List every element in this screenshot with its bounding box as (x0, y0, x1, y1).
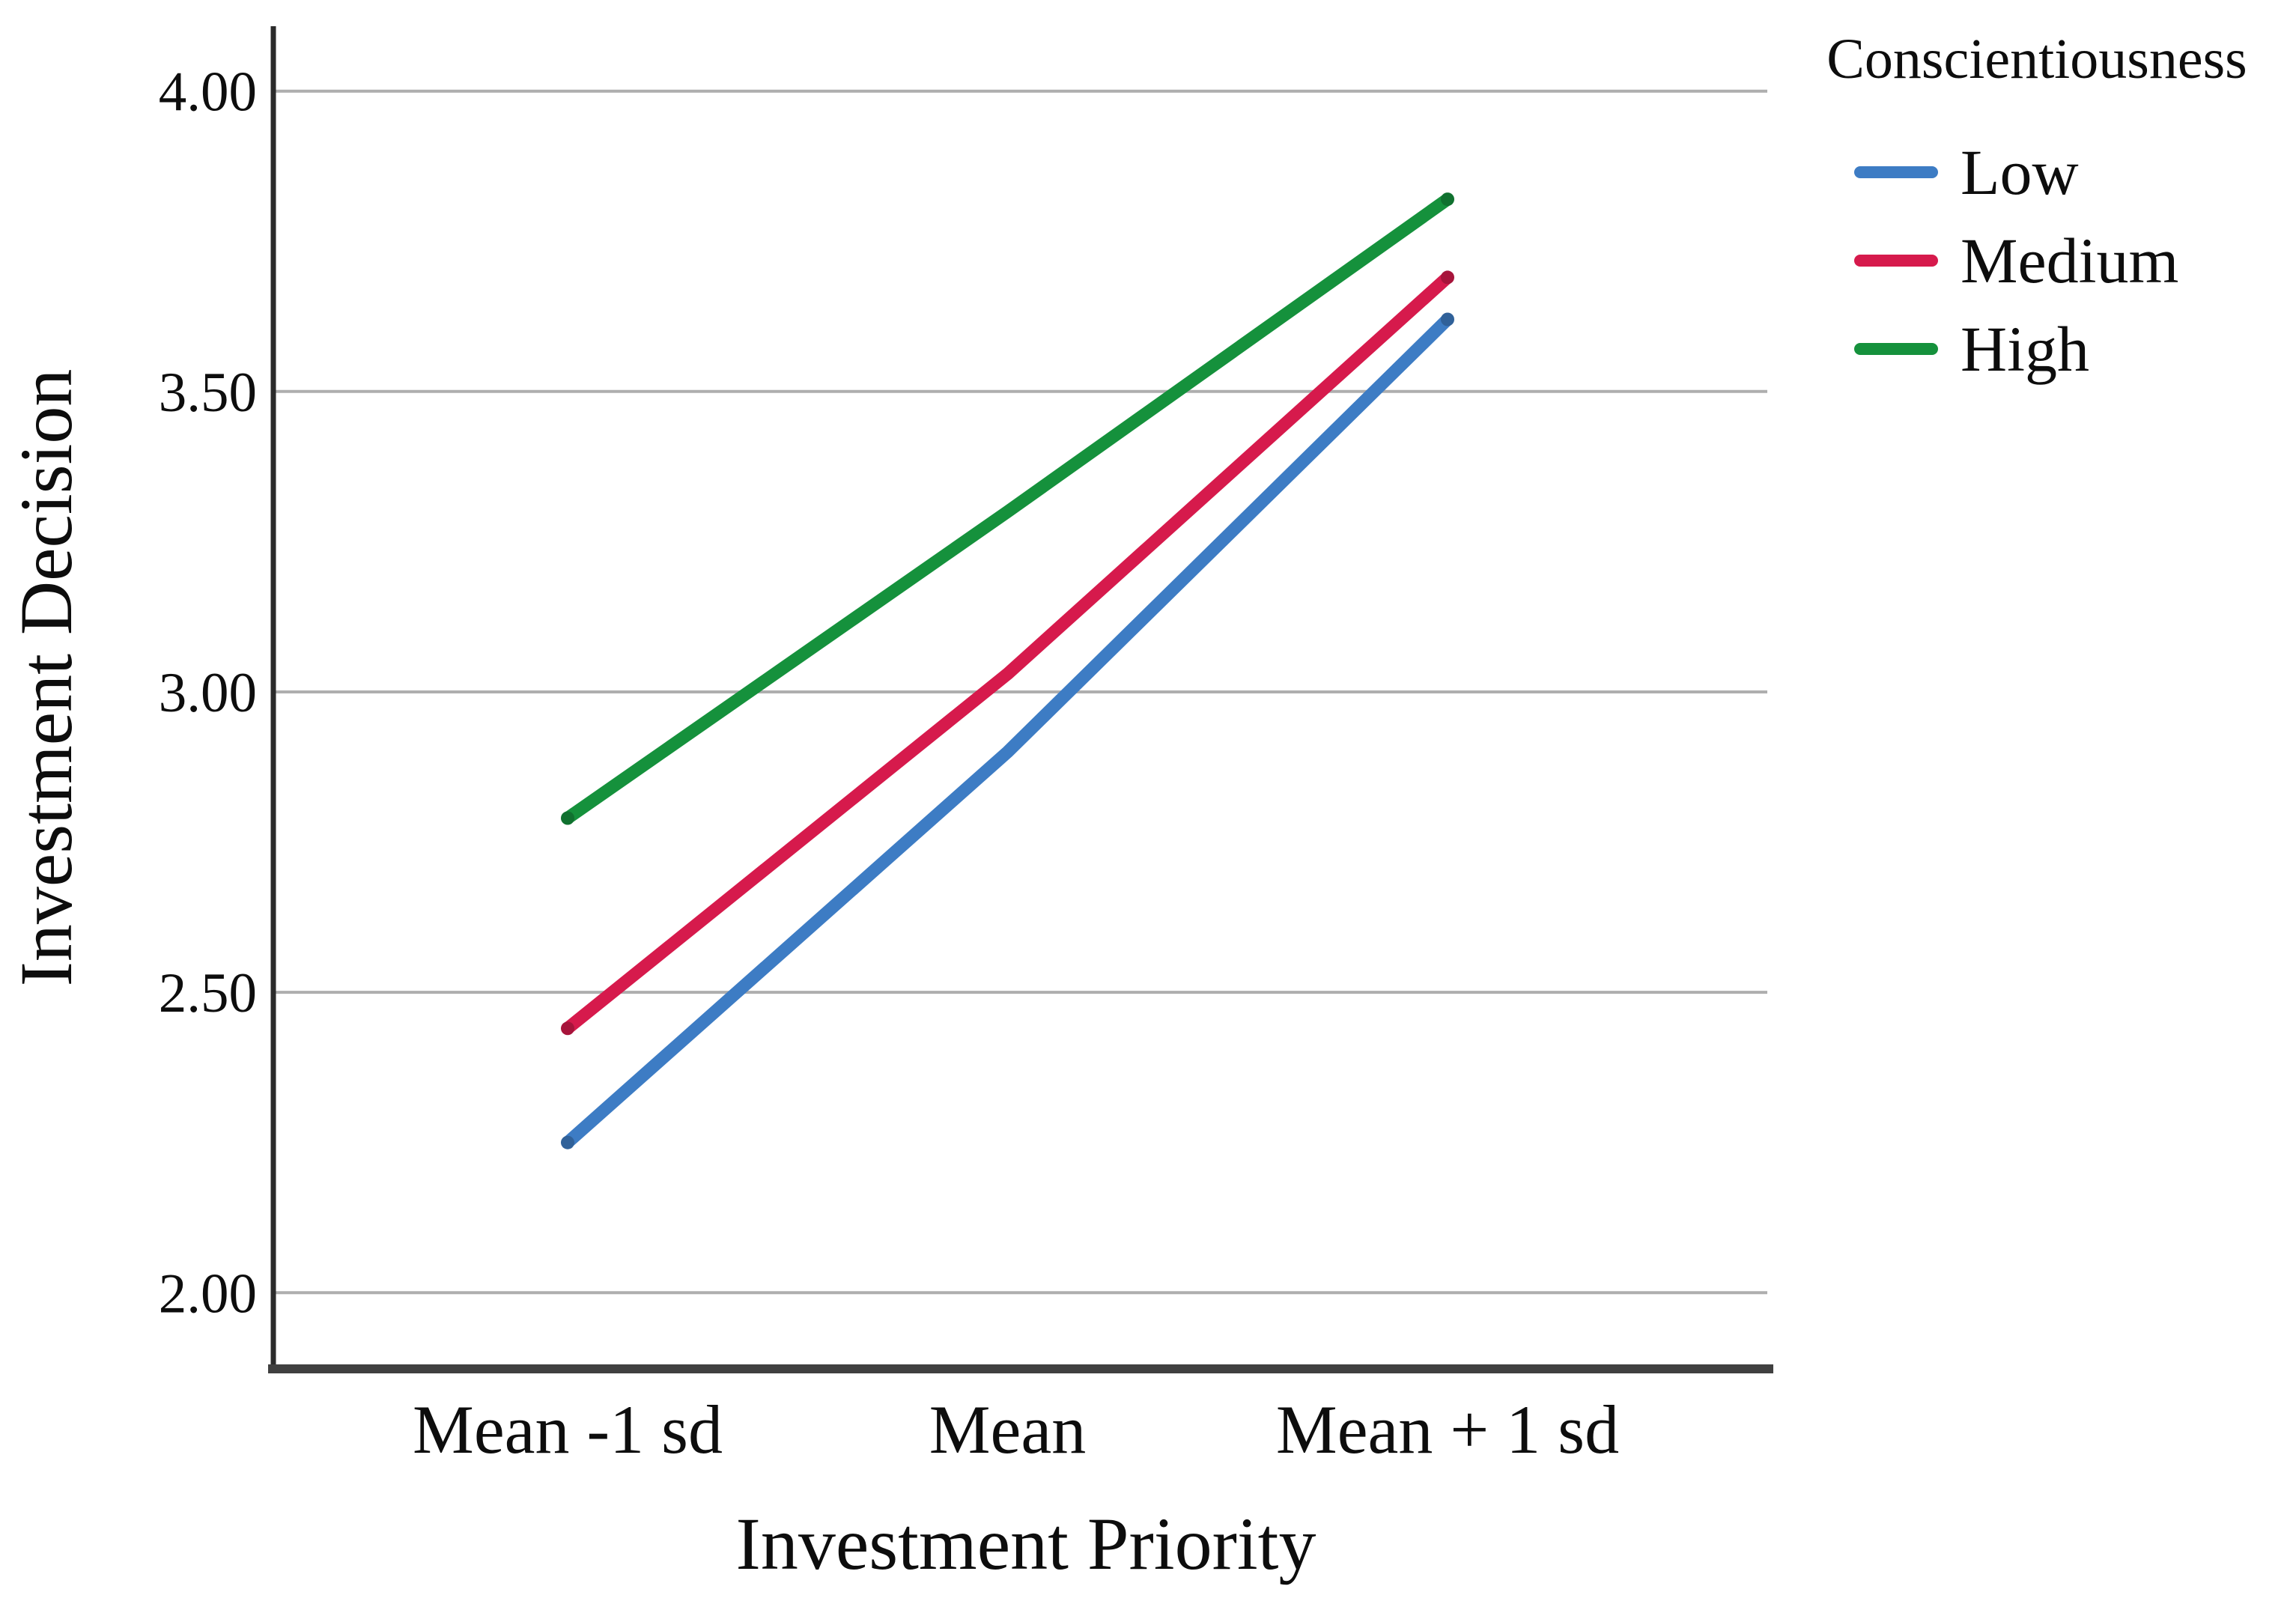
legend-item-medium: Medium (1854, 216, 2292, 305)
y-axis-title: Investment Decision (4, 369, 88, 987)
legend-label: Medium (1961, 225, 2179, 297)
legend-item-low: Low (1854, 128, 2292, 216)
legend-title: Conscientiousness (1826, 28, 2247, 91)
series-lines (561, 192, 1454, 1149)
data-point-low (561, 1135, 574, 1149)
data-point-high (1441, 192, 1454, 207)
legend-label: High (1961, 313, 2089, 385)
legend-label: Low (1961, 136, 2079, 208)
series-line-low (561, 313, 1454, 1149)
y-tick-label: 4.00 (159, 61, 257, 124)
series-line-medium (561, 270, 1454, 1035)
y-tick-labels: 4.00 3.50 3.00 2.50 2.00 (159, 61, 257, 1325)
y-tick-label: 2.00 (159, 1263, 257, 1325)
legend-items: Low Medium High (1782, 128, 2292, 393)
x-axis-title: Investment Priority (736, 1502, 1316, 1585)
data-point-medium (561, 1021, 574, 1036)
x-category-label: Mean + 1 sd (1276, 1391, 1619, 1468)
x-category-label: Mean -1 sd (413, 1391, 723, 1468)
series-line-high (561, 192, 1454, 824)
x-category-labels: Mean -1 sd Mean Mean + 1 sd (413, 1391, 1619, 1468)
y-tick-label: 2.50 (159, 962, 257, 1024)
legend-swatch-low (1854, 166, 1938, 178)
legend: Conscientiousness Low Medium High (1782, 21, 2292, 393)
x-category-label: Mean (929, 1391, 1086, 1468)
y-tick-label: 3.50 (159, 362, 257, 424)
legend-swatch-medium (1854, 255, 1938, 267)
gridlines (273, 89, 1767, 1295)
legend-swatch-high (1854, 343, 1938, 355)
y-tick-label: 3.00 (159, 662, 257, 724)
legend-item-high: High (1854, 305, 2292, 393)
data-point-medium (1441, 270, 1454, 285)
data-point-low (1441, 312, 1454, 326)
data-point-high (561, 811, 574, 825)
